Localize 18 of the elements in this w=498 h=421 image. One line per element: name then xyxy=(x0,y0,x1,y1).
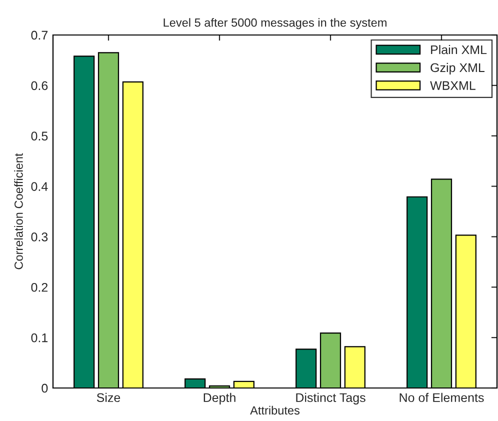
y-tick-label: 0.4 xyxy=(31,182,48,191)
y-tick-label: 0.7 xyxy=(31,30,48,40)
y-tick-label: 0.5 xyxy=(31,132,48,141)
y-tick-label: 0.1 xyxy=(31,333,48,342)
x-tick-label: Depth xyxy=(204,392,236,405)
y-tick-label: 0.2 xyxy=(31,282,48,292)
y-tick-label: 0 xyxy=(42,384,48,393)
x-tick-label: Size xyxy=(96,392,120,402)
x-tick-label: Distinct Tags xyxy=(296,392,366,405)
y-tick-label: 0.3 xyxy=(31,232,48,242)
x-tick-label: No of Elements xyxy=(400,392,484,402)
legend-label: Gzip XML xyxy=(430,62,484,75)
x-axis-title: Attributes xyxy=(250,406,300,415)
y-axis-title: Correlation Coefficient xyxy=(14,153,23,270)
legend-label: WBXML xyxy=(430,81,476,90)
chart-title: Level 5 after 5000 messages in the system xyxy=(164,18,386,30)
y-tick-label: 0.6 xyxy=(31,81,48,90)
legend-label: Plain XML xyxy=(431,45,487,54)
